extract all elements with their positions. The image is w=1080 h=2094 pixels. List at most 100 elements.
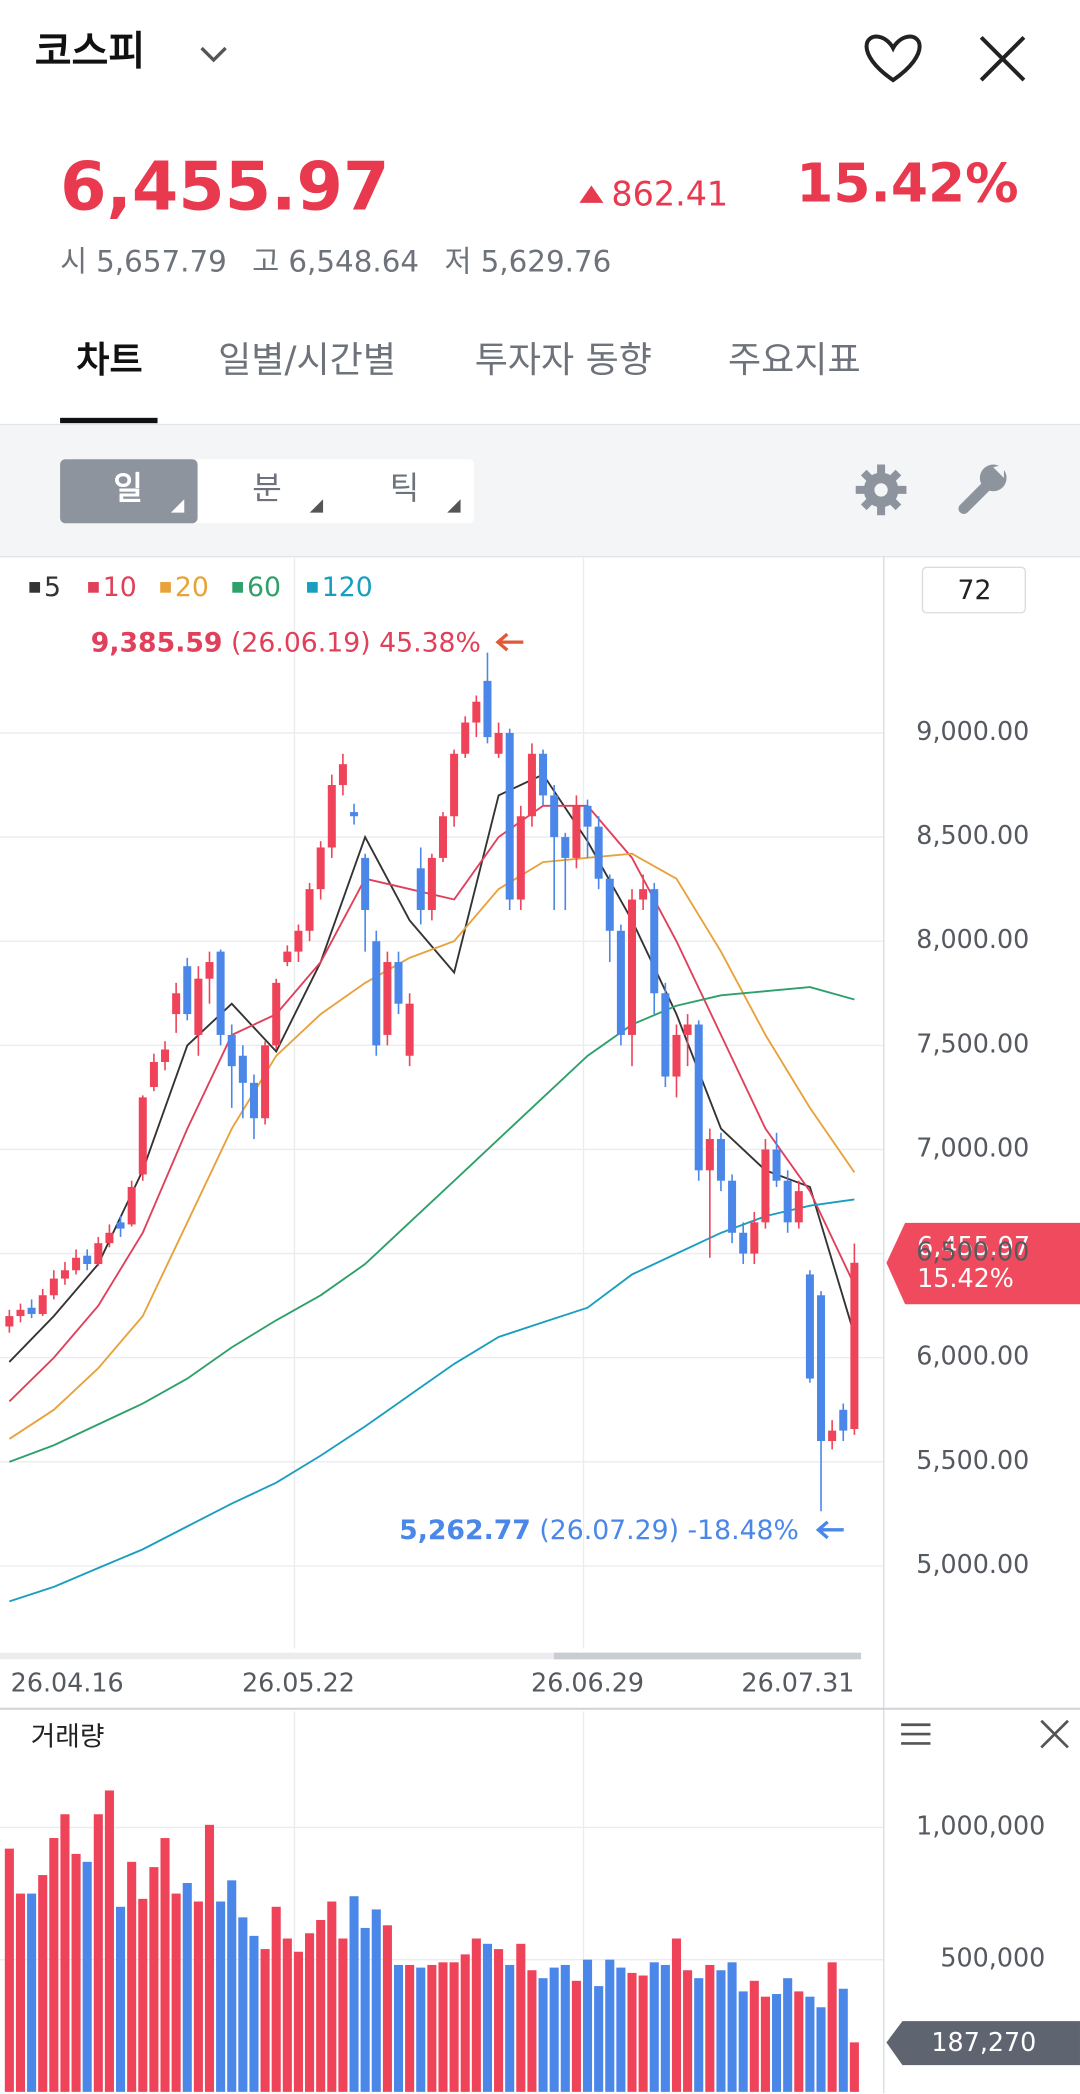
candle-body	[49, 1278, 58, 1296]
volume-bar	[760, 1996, 770, 2092]
min-change: -18.48%	[688, 1515, 799, 1546]
period-input[interactable]	[921, 566, 1026, 614]
volume-bar	[527, 1970, 537, 2092]
volume-bar	[638, 1975, 648, 2092]
volume-bar	[393, 1964, 404, 2092]
max-arrow	[495, 632, 524, 652]
volume-bar	[772, 1994, 782, 2092]
high-value: 6,548.64	[288, 244, 419, 278]
dropdown-chevron[interactable]	[200, 46, 227, 63]
candle-body	[405, 1003, 414, 1056]
candle-body	[661, 993, 670, 1077]
volume-bar	[449, 1962, 459, 2092]
volume-bar	[193, 1901, 203, 2092]
favorite-button[interactable]	[864, 34, 922, 83]
volume-bar	[127, 1861, 137, 2092]
candle-body	[694, 1024, 703, 1171]
volume-bar	[4, 1848, 14, 2092]
candle-body	[238, 1055, 247, 1083]
tab[interactable]: 차트	[76, 340, 142, 381]
candle-body	[683, 1024, 692, 1035]
candle-body	[5, 1316, 14, 1327]
candle-body	[783, 1180, 792, 1223]
volume-bar	[160, 1838, 170, 2092]
legend-label: 120	[322, 572, 373, 603]
candle-body	[794, 1191, 803, 1223]
volume-bar	[204, 1824, 215, 2092]
index-title[interactable]: 코스피	[35, 28, 145, 74]
volume-bar	[71, 1853, 81, 2092]
high-label: 고	[252, 244, 279, 278]
period-input-value[interactable]: 72	[958, 575, 992, 606]
volume-bar	[305, 1933, 315, 2092]
candle-body	[616, 930, 625, 1035]
volume-bar	[849, 2042, 859, 2092]
tab-underline	[60, 417, 158, 424]
y-tick-label: 8,500.00	[916, 820, 1029, 850]
volume-bar	[293, 1951, 303, 2092]
volume-bar	[382, 1925, 392, 2092]
volume-bar	[727, 1962, 737, 2092]
volume-close-button[interactable]	[1040, 1719, 1069, 1749]
min-price: 5,262.77	[399, 1515, 531, 1546]
tab[interactable]: 투자자 동향	[475, 340, 652, 381]
tab[interactable]: 일별/시간별	[218, 340, 396, 381]
candle-body	[539, 753, 548, 796]
volume-bar	[427, 1964, 437, 2092]
candle-body	[283, 951, 292, 963]
period-button[interactable]: 일	[113, 469, 142, 507]
volume-bar	[538, 1978, 548, 2092]
legend-swatch	[160, 582, 171, 593]
volume-bar	[327, 1901, 337, 2092]
volume-menu-button[interactable]	[901, 1723, 931, 1745]
volume-bar	[405, 1964, 415, 2092]
period-button[interactable]: 분	[252, 469, 281, 507]
volume-bar	[104, 1790, 114, 2092]
corner-triangle	[447, 499, 461, 513]
volume-bar	[482, 1943, 493, 2092]
legend-label: 5	[44, 572, 61, 603]
candle-body	[850, 1262, 859, 1429]
y-tick-label: 7,000.00	[916, 1132, 1029, 1162]
volume-bar	[505, 1964, 515, 2092]
candle-body	[316, 847, 325, 890]
volume-bar	[49, 1838, 59, 2092]
y-tick-label: 1,000,000	[916, 1810, 1045, 1840]
volume-bar	[15, 1893, 26, 2092]
volume-bar	[249, 1935, 259, 2092]
candle-body	[361, 857, 370, 910]
x-tick-label: 26.04.16	[11, 1668, 124, 1698]
candle-body	[483, 680, 492, 738]
volume-bar	[694, 1978, 704, 2092]
volume-bar	[260, 1949, 270, 2092]
volume-bar	[360, 1927, 370, 2092]
candle-body	[505, 732, 514, 900]
close-button[interactable]	[979, 35, 1026, 82]
y-tick-label: 500,000	[940, 1943, 1045, 1973]
plot-layer: 26.04.16 26.05.22 26.06.29 26.07.31	[0, 558, 884, 2092]
candle-body	[149, 1061, 158, 1087]
moving-average-line	[9, 1198, 855, 1603]
volume-bar	[216, 1901, 226, 2092]
candle-body	[572, 805, 581, 858]
current-price: 6,455.97	[60, 147, 389, 225]
period-selected[interactable]	[60, 459, 198, 524]
volume-bar	[38, 1875, 48, 2092]
period-button[interactable]: 틱	[390, 469, 419, 507]
y-tick-label: 7,500.00	[916, 1028, 1029, 1058]
x-tick-label: 26.06.29	[531, 1668, 644, 1698]
volume-bar	[316, 1920, 326, 2092]
candle-body	[272, 982, 281, 1046]
tools-button[interactable]	[958, 464, 1007, 514]
moving-average-line	[8, 773, 856, 1363]
tab[interactable]: 주요지표	[728, 340, 861, 381]
candle-body	[127, 1186, 136, 1225]
corner-triangle	[309, 499, 324, 513]
scroll-thumb[interactable]	[554, 1652, 862, 1660]
candle-body	[105, 1232, 114, 1244]
settings-button[interactable]	[855, 464, 907, 516]
legend-label: 60	[247, 572, 281, 603]
